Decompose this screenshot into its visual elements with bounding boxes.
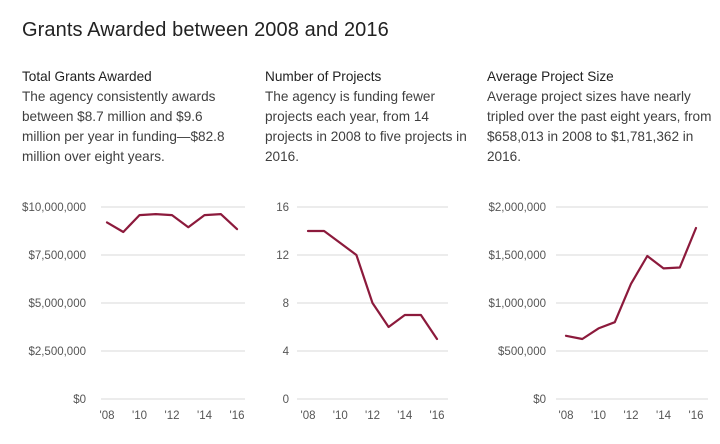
page-title: Grants Awarded between 2008 and 2016 — [22, 19, 389, 41]
chart-average-project-size: $0 $500,000 $1,000,000 $1,500,000 $2,000,000… — [488, 202, 708, 422]
y-tick-label: $10,000,000 — [22, 202, 86, 214]
x-tick-label: '16 — [689, 410, 704, 422]
x-tick-label: '10 — [333, 410, 348, 422]
x-tick-label: '12 — [365, 410, 380, 422]
panel-text-number-of-projects: Number of Projects The agency is funding… — [265, 67, 480, 167]
chart-number-of-projects: 0 4 8 12 16 '08 '10 '12 '14 '16 — [276, 202, 448, 422]
series-line — [105, 213, 239, 234]
x-tick-label: '08 — [100, 410, 115, 422]
panel-description: The agency consistently awards between $… — [22, 89, 225, 164]
chart-total-grants: $0 $2,500,000 $5,000,000 $7,500,000 $10,000,… — [22, 202, 245, 422]
x-tick-label: '10 — [132, 410, 147, 422]
panel-description: The agency is funding fewer projects eac… — [265, 89, 467, 164]
panel-text-total-grants: Total Grants Awarded The agency consiste… — [22, 67, 242, 167]
x-tick-label: '14 — [197, 410, 213, 422]
y-tick-label: $5,000,000 — [28, 298, 86, 310]
panel-heading: Number of Projects — [265, 69, 382, 84]
y-tick-label: 0 — [283, 394, 289, 406]
panel-heading: Average Project Size — [487, 69, 614, 84]
y-tick-label: $2,000,000 — [488, 202, 546, 214]
x-tick-label: '08 — [301, 410, 316, 422]
y-tick-label: $0 — [73, 394, 86, 406]
panel-heading: Total Grants Awarded — [22, 69, 152, 84]
x-tick-label: '14 — [656, 410, 672, 422]
x-tick-label: '10 — [591, 410, 606, 422]
x-tick-label: '12 — [165, 410, 180, 422]
x-tick-label: '12 — [624, 410, 639, 422]
y-tick-label: 16 — [276, 202, 289, 214]
y-tick-label: $2,500,000 — [28, 346, 86, 358]
x-tick-label: '16 — [430, 410, 445, 422]
y-tick-label: 8 — [283, 298, 289, 310]
x-tick-label: '16 — [230, 410, 245, 422]
y-tick-label: 12 — [276, 250, 289, 262]
x-tick-label: '08 — [559, 410, 574, 422]
y-tick-label: $0 — [533, 394, 546, 406]
panel-text-average-project-size: Average Project Size Average project siz… — [487, 67, 712, 167]
panel-description: Average project sizes have nearly triple… — [487, 89, 712, 164]
y-tick-label: $500,000 — [498, 346, 546, 358]
x-tick-label: '14 — [397, 410, 413, 422]
y-tick-label: $1,500,000 — [488, 250, 546, 262]
y-tick-label: 4 — [283, 346, 290, 358]
y-tick-label: $1,000,000 — [488, 298, 546, 310]
y-tick-label: $7,500,000 — [28, 250, 86, 262]
series-line — [564, 226, 698, 341]
